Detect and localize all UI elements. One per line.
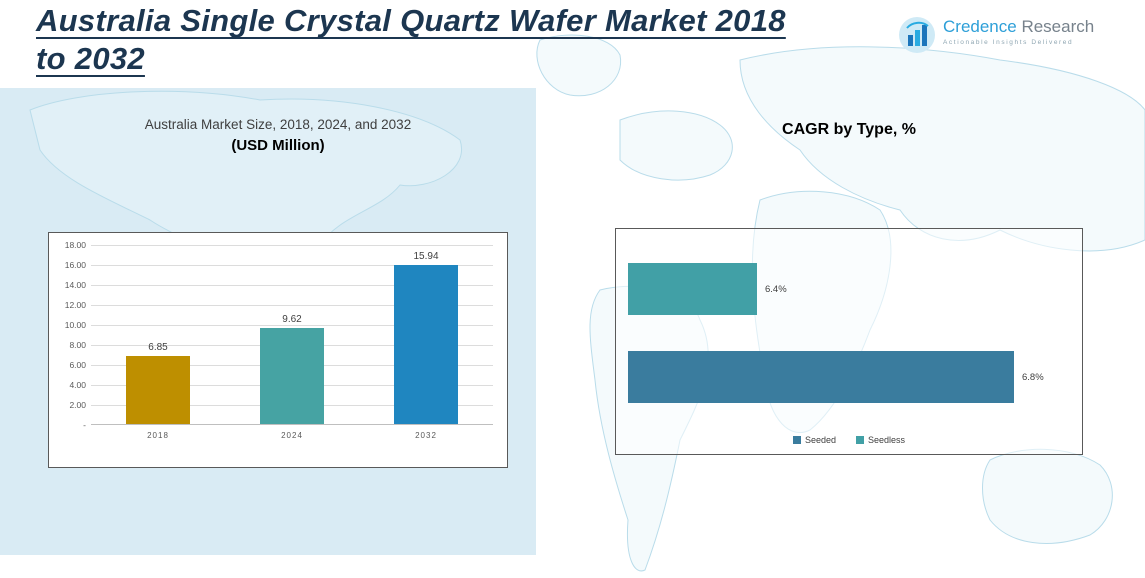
bar-2024: 9.62 [226,314,359,424]
bar-value-label-2018: 6.85 [148,341,168,353]
cagr-bar-row-seedless: 6.4% [628,263,1082,315]
brand-name-second: Research [1016,17,1095,36]
market-size-yaxis: -2.00 4.00 6.00 8.00 10.00 12.00 14.00 16.00 18.… [64,240,86,430]
xaxis-label-2024: 2024 [281,431,303,440]
cagr-legend: Seeded Seedless [616,435,1082,445]
bar-2018: 6.85 [92,341,225,424]
bar-value-label-2024: 9.62 [282,313,302,325]
market-size-chart-area: -2.00 4.00 6.00 8.00 10.00 12.00 14.00 16.00 18.… [55,240,493,463]
market-size-chart: -2.00 4.00 6.00 8.00 10.00 12.00 14.00 16.00 18.… [48,232,508,468]
credence-research-logo: Credence Research Actionable Insights De… [898,16,1094,54]
market-size-bars: 6.85 9.62 15.94 [91,245,493,424]
legend-item-seeded: Seeded [792,435,836,445]
brand-name-first: Credence [943,17,1017,36]
cagr-chart-title: CAGR by Type, % [782,121,916,138]
market-size-plotwrap: 6.85 9.62 15.94 2018 2024 2032 [91,245,493,463]
cagr-bar-row-seeded: 6.8% [628,351,1082,403]
market-size-chart-subtitle: (USD Million) [231,137,325,154]
brand-tagline: Actionable Insights Delivered [943,39,1074,46]
legend-item-seedless: Seedless [856,435,905,445]
cagr-chart: 6.4% 6.8% Seeded Seedless [615,228,1083,455]
page-title-line-2: to 2032 [36,41,145,76]
cagr-value-label-seedless: 6.4% [765,283,787,295]
market-size-xaxis: 2018 2024 2032 [91,431,493,440]
market-size-chart-heading: Australia Market Size, 2018, 2024, and 2… [48,117,508,154]
bar-value-label-2032: 15.94 [413,250,439,262]
xaxis-label-2018: 2018 [147,431,169,440]
logo-text: Credence Research Actionable Insights De… [943,16,1094,46]
xaxis-label-2032: 2032 [415,431,437,440]
market-size-plot: 6.85 9.62 15.94 [91,245,493,425]
cagr-plot: 6.4% 6.8% [628,263,1082,403]
market-size-chart-title: Australia Market Size, 2018, 2024, and 2… [144,117,412,132]
cagr-value-label-seeded: 6.8% [1022,371,1044,383]
bar-chart-icon [899,17,935,53]
page-title-line-1: Australia Single Crystal Quartz Wafer Ma… [36,3,786,38]
brand-name: Credence Research [943,16,1094,38]
page-title: Australia Single Crystal Quartz Wafer Ma… [36,2,926,78]
bar-2032: 15.94 [360,251,493,424]
